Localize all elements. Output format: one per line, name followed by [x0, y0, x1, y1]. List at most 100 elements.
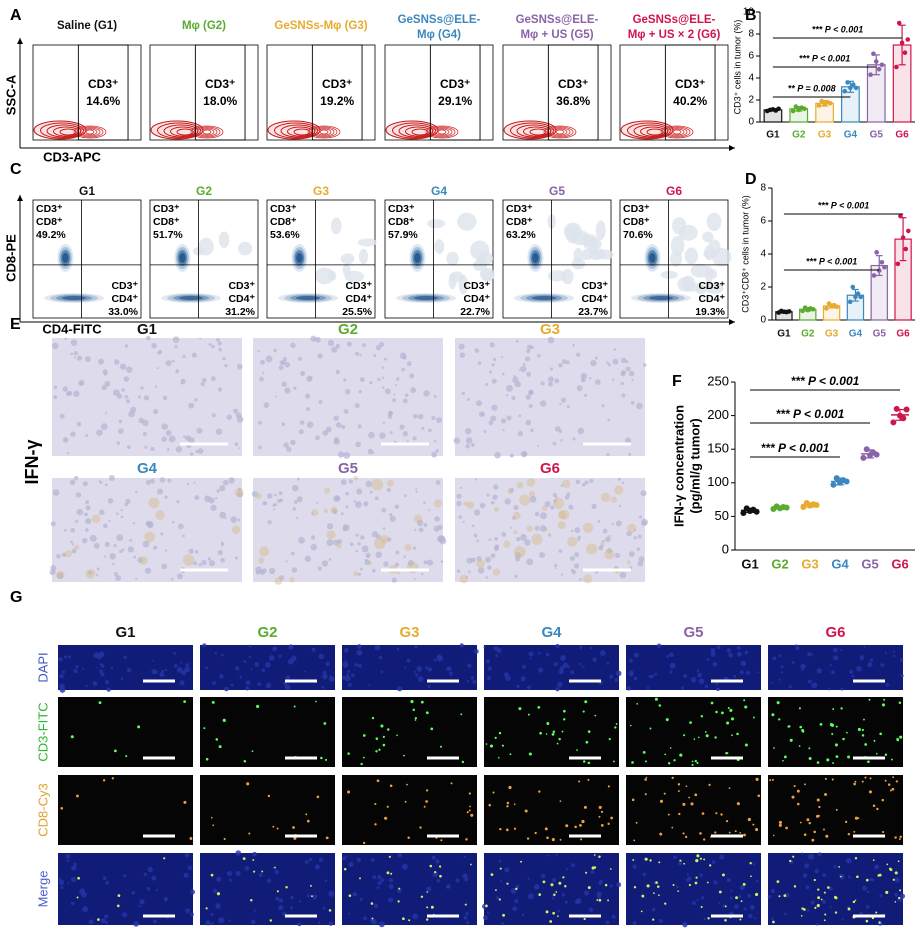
texture [357, 663, 362, 668]
texture [220, 543, 224, 547]
texture [423, 560, 428, 565]
y-axis-label: (pg/ml/g tumor) [687, 418, 702, 513]
texture [293, 500, 298, 504]
texture [564, 900, 568, 904]
texture [276, 890, 279, 893]
texture [778, 678, 781, 681]
texture [791, 661, 795, 664]
texture [113, 544, 117, 548]
texture [316, 501, 319, 504]
texture [133, 555, 137, 559]
texture [92, 681, 98, 686]
texture [360, 535, 365, 540]
texture [714, 736, 717, 739]
texture [378, 655, 383, 660]
texture [600, 824, 604, 827]
texture [58, 657, 63, 662]
group-title: Mφ (G2) [182, 20, 226, 32]
texture [96, 567, 100, 571]
texture [621, 481, 625, 485]
texture [374, 496, 379, 501]
texture [389, 512, 393, 517]
contour [319, 129, 329, 135]
texture [348, 894, 352, 897]
texture [211, 922, 214, 925]
texture [514, 574, 518, 579]
texture [317, 353, 323, 359]
texture [426, 906, 429, 909]
texture [690, 802, 694, 806]
texture [113, 749, 117, 753]
texture [747, 893, 752, 898]
texture [816, 668, 822, 674]
texture [561, 573, 564, 576]
texture [394, 562, 400, 567]
y-tick-label: 4 [760, 249, 766, 260]
texture [584, 700, 588, 704]
texture [898, 701, 902, 705]
texture [620, 382, 624, 386]
texture [215, 428, 223, 436]
texture [67, 655, 71, 659]
texture [707, 917, 710, 920]
texture [885, 890, 889, 894]
texture [815, 814, 819, 818]
texture [816, 798, 820, 802]
data-point [850, 82, 856, 87]
texture [274, 502, 278, 506]
texture [431, 416, 436, 421]
texture [335, 343, 341, 349]
texture [421, 572, 424, 576]
axis-label: CD3-APC [43, 149, 101, 164]
texture [706, 658, 709, 661]
texture [212, 681, 216, 686]
texture [298, 429, 304, 435]
texture [324, 758, 328, 761]
texture [269, 919, 273, 922]
texture [257, 682, 262, 687]
texture [321, 686, 325, 689]
texture [488, 538, 492, 541]
texture [100, 664, 105, 668]
texture [179, 680, 185, 686]
texture [203, 727, 206, 730]
texture [526, 478, 536, 487]
contour [280, 124, 316, 138]
texture [598, 879, 603, 884]
texture [739, 670, 744, 675]
texture [317, 921, 321, 924]
texture [834, 743, 839, 747]
texture [594, 356, 598, 360]
texture [804, 863, 810, 869]
texture [116, 534, 124, 542]
texture [76, 355, 83, 361]
p-value: *** P < 0.001 [818, 200, 869, 210]
texture [63, 655, 67, 659]
texture [216, 876, 222, 882]
texture [346, 673, 350, 677]
texture [495, 896, 499, 900]
texture [489, 342, 495, 348]
texture [107, 498, 114, 504]
texture [678, 812, 681, 816]
x-tick-label: G2 [801, 329, 815, 340]
data-point [902, 50, 908, 55]
texture [462, 520, 465, 523]
texture [66, 451, 70, 455]
texture [274, 493, 277, 497]
texture [757, 794, 761, 798]
texture [840, 648, 843, 652]
texture [559, 838, 562, 841]
contour [193, 126, 221, 138]
group-title: Mφ + US (G5) [520, 29, 593, 41]
texture [328, 909, 332, 912]
texture [514, 380, 521, 388]
texture [52, 489, 60, 496]
texture [840, 875, 842, 878]
texture [463, 915, 468, 920]
texture [83, 512, 88, 517]
quadrant-label: CD3⁺ [698, 280, 725, 292]
texture [550, 505, 555, 510]
texture [322, 673, 328, 680]
